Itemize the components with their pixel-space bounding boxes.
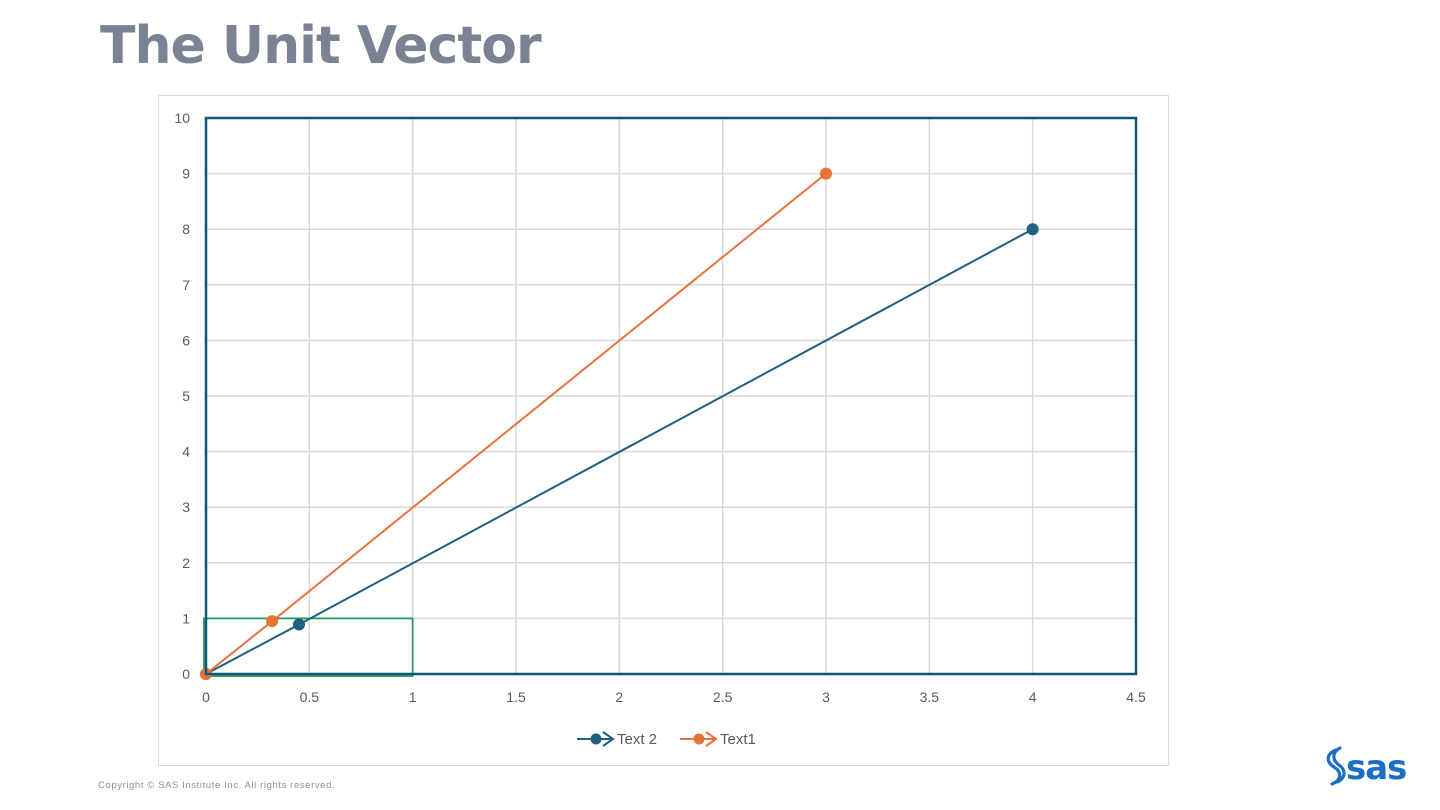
x-tick-label: 1 [409, 689, 417, 705]
x-tick-label: 1.5 [506, 689, 526, 705]
x-tick-label: 3 [822, 689, 830, 705]
x-tick-label: 4.5 [1126, 689, 1146, 705]
plot-border-layer [204, 116, 1138, 676]
legend-label: Text1 [720, 731, 756, 748]
y-tick-label: 3 [182, 499, 190, 515]
series-1 [200, 167, 832, 680]
legend-marker [693, 733, 705, 745]
x-tick-label: 0 [202, 689, 210, 705]
legend-item: Text 2 [577, 731, 657, 748]
y-tick-label: 1 [182, 610, 190, 626]
y-tick-label: 0 [182, 666, 190, 682]
y-tick-label: 7 [182, 277, 190, 293]
y-tick-label: 9 [182, 166, 190, 182]
data-point [293, 618, 305, 631]
sas-logo-text: sas [1346, 748, 1406, 788]
y-tick-label: 10 [174, 110, 190, 126]
legend-label: Text 2 [617, 731, 657, 748]
grid-lines [205, 117, 1137, 675]
y-tick-label: 2 [182, 555, 190, 571]
sas-logo: sas [1326, 746, 1407, 788]
data-point [820, 167, 832, 180]
data-point [1026, 223, 1039, 236]
y-tick-label: 4 [182, 444, 190, 460]
unit-highlight-box [203, 617, 414, 677]
x-tick-label: 2.5 [713, 689, 733, 705]
y-tick-label: 5 [182, 388, 190, 404]
data-point [266, 615, 279, 628]
x-tick-label: 2 [615, 689, 623, 705]
sas-swirl-icon [1326, 746, 1346, 786]
legend: Text 2 Text1 [577, 731, 756, 748]
series-layer [200, 167, 1039, 680]
highlight-layer [203, 617, 414, 677]
copyright-notice: Copyright © SAS Institute Inc. All right… [98, 780, 336, 791]
slide-title: The Unit Vector [100, 16, 542, 76]
legend-item: Text1 [680, 731, 756, 748]
tick-labels: 0 0.5 1 1.5 2 2.5 3 3.5 4 4.5 0 1 2 3 4 5 6 7 8 9 10 [174, 110, 1146, 705]
x-tick-label: 4 [1029, 689, 1037, 705]
y-tick-label: 6 [182, 332, 190, 348]
legend-arrow-icon [705, 731, 718, 747]
x-tick-label: 0.5 [300, 689, 320, 705]
x-tick-label: 3.5 [920, 689, 940, 705]
plot-border [204, 116, 1138, 676]
legend-arrow-icon [602, 731, 615, 747]
y-tick-label: 8 [182, 221, 190, 237]
legend-marker [590, 733, 602, 745]
